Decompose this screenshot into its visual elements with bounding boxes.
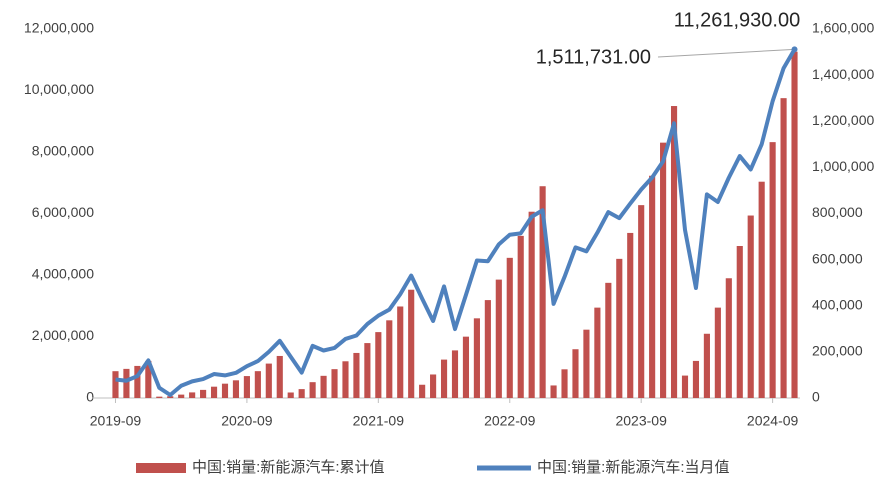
bar bbox=[791, 51, 798, 399]
y2-tick-label: 1,000,000 bbox=[812, 158, 874, 174]
bar bbox=[638, 205, 645, 398]
bar bbox=[397, 306, 404, 398]
legend-swatch bbox=[136, 463, 186, 473]
x-tick-label: 2024-09 bbox=[747, 413, 799, 429]
bar bbox=[364, 343, 371, 398]
bar bbox=[408, 289, 415, 398]
y2-tick-label: 600,000 bbox=[812, 250, 863, 266]
bar bbox=[736, 246, 743, 398]
bar bbox=[145, 360, 152, 398]
bar bbox=[517, 235, 524, 398]
bar bbox=[331, 369, 338, 398]
bar bbox=[200, 389, 207, 398]
y2-tick-label: 1,600,000 bbox=[812, 20, 874, 36]
y-tick-label: 0 bbox=[86, 389, 94, 405]
bar bbox=[112, 371, 119, 398]
bar bbox=[265, 363, 272, 398]
bar bbox=[419, 384, 426, 398]
bar bbox=[725, 278, 732, 398]
bar bbox=[506, 257, 513, 398]
y2-tick-label: 800,000 bbox=[812, 204, 863, 220]
bar bbox=[221, 383, 229, 398]
bar bbox=[287, 392, 294, 398]
x-tick-label: 2021-09 bbox=[353, 413, 405, 429]
y-tick-label: 2,000,000 bbox=[32, 327, 94, 343]
x-tick-label: 2020-09 bbox=[221, 413, 273, 429]
y-tick-label: 8,000,000 bbox=[32, 143, 94, 159]
x-tick-label: 2019-09 bbox=[90, 413, 142, 429]
bar bbox=[660, 142, 667, 398]
leader-line bbox=[657, 48, 795, 58]
bar bbox=[747, 215, 754, 398]
y-tick-label: 4,000,000 bbox=[32, 266, 94, 282]
bar bbox=[495, 279, 502, 398]
bar bbox=[254, 371, 261, 398]
legend-label: 中国:销量:新能源汽车:当月值 bbox=[537, 459, 730, 476]
end-marker bbox=[791, 46, 798, 53]
y-tick-label: 12,000,000 bbox=[24, 20, 94, 36]
bar bbox=[243, 376, 250, 398]
bar bbox=[462, 336, 470, 398]
bar bbox=[309, 382, 316, 398]
bar bbox=[594, 307, 601, 398]
y2-tick-label: 400,000 bbox=[812, 296, 863, 312]
bar bbox=[714, 307, 721, 398]
bar bbox=[616, 258, 623, 398]
bar bbox=[353, 352, 360, 398]
value-label: 1,511,731.00 bbox=[536, 46, 651, 68]
bar bbox=[440, 359, 448, 398]
y2-tick-label: 0 bbox=[812, 389, 820, 405]
bar bbox=[276, 355, 283, 398]
legend-label: 中国:销量:新能源汽车:累计值 bbox=[192, 459, 385, 476]
bar bbox=[178, 394, 185, 398]
bar bbox=[156, 396, 163, 398]
bar bbox=[484, 300, 491, 398]
bar bbox=[386, 320, 393, 398]
bar bbox=[769, 142, 776, 398]
bar bbox=[189, 392, 196, 398]
bar bbox=[528, 211, 535, 398]
bar bbox=[430, 374, 437, 398]
bar bbox=[134, 365, 141, 398]
line bbox=[115, 48, 797, 397]
bar bbox=[210, 386, 218, 398]
bar bbox=[375, 332, 382, 398]
x-tick-label: 2023-09 bbox=[615, 413, 667, 429]
bar bbox=[780, 98, 787, 399]
bar bbox=[550, 385, 557, 398]
y2-tick-label: 1,200,000 bbox=[812, 112, 874, 128]
bar bbox=[681, 375, 689, 398]
bar bbox=[572, 349, 579, 398]
value-label: 11,261,930.00 bbox=[674, 9, 800, 31]
bar bbox=[539, 186, 546, 398]
bar bbox=[605, 282, 612, 398]
bar bbox=[167, 396, 174, 398]
bar bbox=[232, 380, 240, 398]
bar bbox=[758, 181, 765, 398]
bar bbox=[583, 329, 590, 398]
y2-tick-label: 1,400,000 bbox=[812, 66, 874, 82]
y2-tick-label: 200,000 bbox=[812, 343, 863, 359]
y-tick-label: 10,000,000 bbox=[24, 81, 94, 97]
bar bbox=[561, 369, 568, 398]
bar bbox=[451, 350, 459, 398]
bar bbox=[703, 333, 710, 398]
bar bbox=[473, 318, 480, 398]
bar bbox=[670, 106, 678, 398]
bar bbox=[123, 368, 130, 398]
bar bbox=[320, 375, 327, 398]
x-tick-label: 2022-09 bbox=[484, 413, 536, 429]
bar bbox=[627, 232, 634, 398]
bar bbox=[649, 175, 656, 398]
bar bbox=[298, 389, 305, 398]
bar bbox=[692, 360, 700, 398]
y-tick-label: 6,000,000 bbox=[32, 204, 94, 220]
bar bbox=[342, 361, 349, 398]
